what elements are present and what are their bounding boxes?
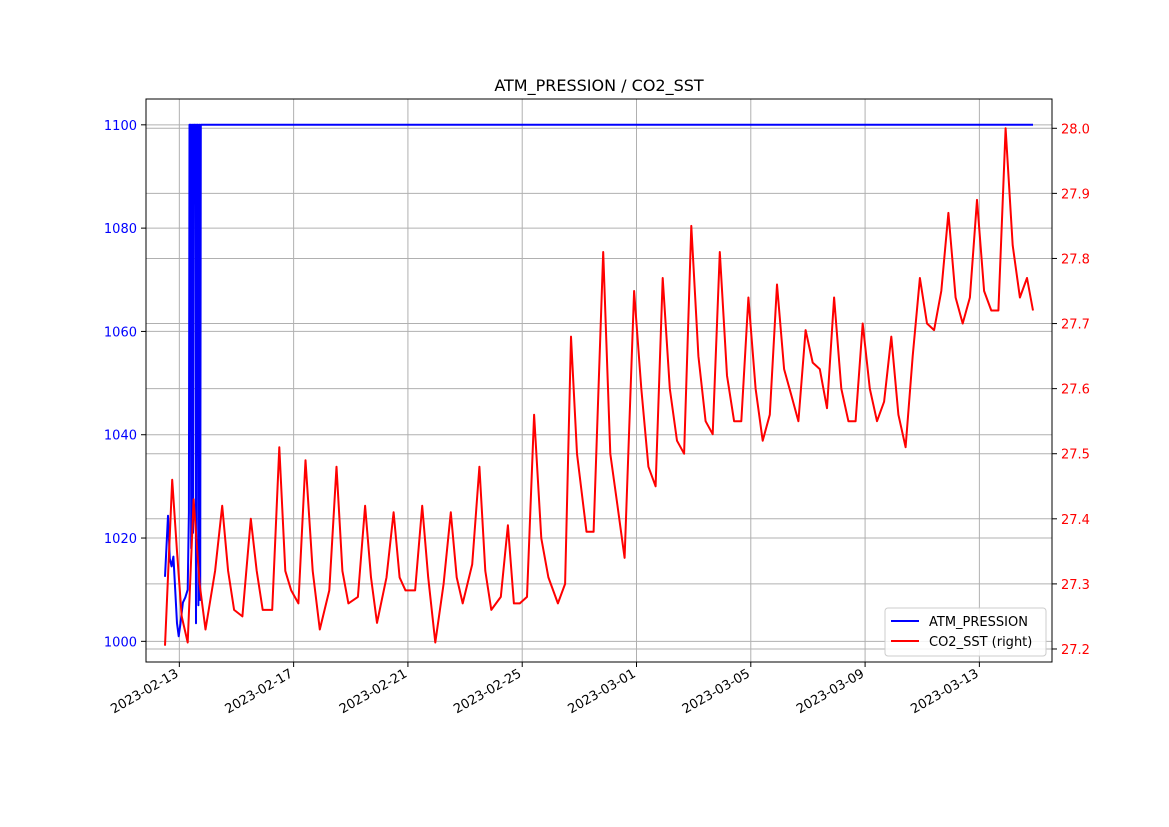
y-right-tick-label: 27.7 xyxy=(1061,318,1090,333)
y-right-tick-label: 27.5 xyxy=(1061,448,1090,463)
legend-label: ATM_PRESSION xyxy=(929,615,1028,630)
y-right-tick-label: 27.8 xyxy=(1061,252,1090,267)
plot-area-frame xyxy=(145,98,1053,663)
y-left-tick-label: 1020 xyxy=(104,532,137,547)
legend: ATM_PRESSION CO2_SST (right) xyxy=(884,607,1047,657)
y-right-tick-label: 27.2 xyxy=(1061,643,1090,658)
y-left-tick-label: 1040 xyxy=(104,429,137,444)
y-right-tick-label: 27.4 xyxy=(1061,513,1090,528)
y-axis-right: 27.2 27.3 27.4 27.5 27.6 27.7 27.8 27.9 28.0 xyxy=(1052,122,1090,658)
series-line-atm-pression xyxy=(164,123,1033,638)
series-line-co2-sst xyxy=(164,127,1034,646)
grid-lines xyxy=(146,99,1052,662)
y-left-tick-label: 1060 xyxy=(104,325,137,340)
y-right-tick-label: 27.6 xyxy=(1061,383,1090,398)
chart-title: ATM_PRESSION / CO2_SST xyxy=(494,76,704,96)
y-left-tick-label: 1100 xyxy=(104,119,137,134)
series-layer xyxy=(164,123,1034,646)
legend-label: CO2_SST (right) xyxy=(929,635,1032,650)
y-right-tick-label: 27.9 xyxy=(1061,187,1090,202)
y-right-tick-label: 28.0 xyxy=(1061,122,1090,137)
y-left-tick-label: 1000 xyxy=(104,635,137,650)
y-left-tick-label: 1080 xyxy=(104,222,137,237)
y-axis-left: 1000 1020 1040 1060 1080 1100 xyxy=(104,119,146,650)
y-right-tick-label: 27.3 xyxy=(1061,578,1090,593)
legend-box xyxy=(884,607,1047,657)
